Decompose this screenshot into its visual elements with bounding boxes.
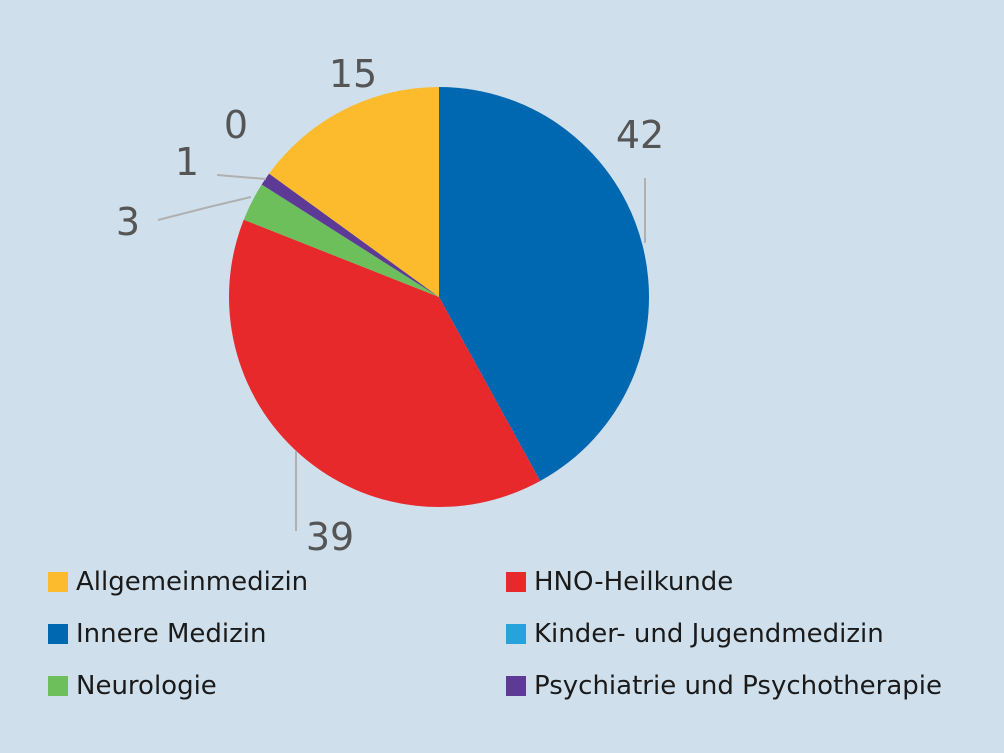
legend-label: Allgemeinmedizin [76,567,309,597]
pie-slice-neurologie [243,184,439,297]
legend-swatch [506,624,526,644]
leader-line-neurologie [157,196,252,221]
legend-label: HNO-Heilkunde [534,567,734,597]
data-label-innere-medizin: 42 [616,113,664,157]
legend-swatch [48,572,68,592]
legend-label: Psychiatrie und Psychotherapie [534,671,943,701]
legend-item-kinder-und-jugendmedizin: Kinder- und Jugendmedizin [506,618,884,650]
legend-swatch [506,676,526,696]
pie-slice-allgemeinmedizin [269,87,439,297]
legend-item-innere-medizin: Innere Medizin [48,618,267,650]
legend-swatch [506,572,526,592]
pie-slice-psychiatrie-und-psychotherapie [261,173,439,297]
legend-label: Kinder- und Jugendmedizin [534,619,884,649]
data-label-neurologie: 3 [116,200,140,244]
pie-slice-hno-heilkunde [228,219,541,507]
pie-chart-plot: 42 39 310 15 [116,52,664,559]
legend-swatch [48,624,68,644]
data-label-kinder-und-jugendmedizin: 0 [224,103,248,147]
legend-item-neurologie: Neurologie [48,670,217,702]
legend-label: Innere Medizin [76,619,267,649]
legend-swatch [48,676,68,696]
leader-line-psychiatrie-und-psychotherapie [216,174,267,180]
data-label-psychiatrie-und-psychotherapie: 1 [175,140,199,184]
pie-slice-innere-medizin [439,87,649,482]
data-label-allgemeinmedizin: 15 [329,52,377,96]
legend-item-psychiatrie-und-psychotherapie: Psychiatrie und Psychotherapie [506,670,942,702]
legend-item-hno-heilkunde: HNO-Heilkunde [506,566,733,598]
data-label-hno-heilkunde: 39 [306,515,354,559]
legend-item-allgemeinmedizin: Allgemeinmedizin [48,566,308,598]
legend-label: Neurologie [76,671,217,701]
